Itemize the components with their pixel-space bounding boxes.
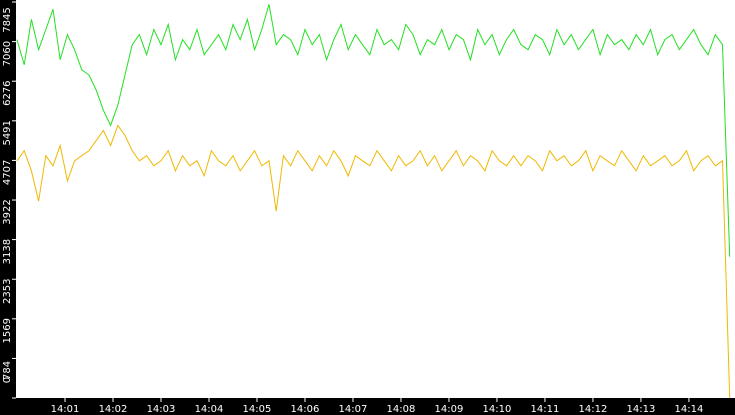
x-tick-label: 14:10 <box>483 404 512 415</box>
y-tick-label: 6276 <box>2 80 13 105</box>
x-axis-band <box>0 398 735 415</box>
y-tick-label: 1569 <box>2 318 13 343</box>
x-tick-label: 14:01 <box>51 404 80 415</box>
x-tick-label: 14:05 <box>243 404 272 415</box>
x-tick-label: 14:12 <box>579 404 608 415</box>
x-tick-label: 14:13 <box>627 404 656 415</box>
y-tick-label: 5491 <box>2 120 13 145</box>
series-line <box>16 4 731 257</box>
y-tick-label: 0 <box>2 377 13 383</box>
y-tick-label: 2353 <box>2 278 13 303</box>
x-tick-label: 14:02 <box>99 404 128 415</box>
y-axis-band <box>0 0 16 415</box>
x-tick-label: 14:14 <box>675 404 704 415</box>
y-tick-label: 3138 <box>2 239 13 264</box>
y-tick-label: 3922 <box>2 199 13 224</box>
x-tick-label: 14:06 <box>291 404 320 415</box>
x-tick-label: 14:09 <box>435 404 464 415</box>
x-tick-label: 14:04 <box>195 404 224 415</box>
x-tick-label: 14:03 <box>147 404 176 415</box>
x-tick-label: 14:07 <box>339 404 368 415</box>
y-tick-label: 784 <box>2 361 13 380</box>
series-line <box>16 124 731 399</box>
x-tick-label: 14:11 <box>531 404 560 415</box>
x-tick-label: 14:08 <box>387 404 416 415</box>
y-tick-label: 7845 <box>2 7 13 32</box>
y-tick-label: 7060 <box>2 41 13 66</box>
y-tick-label: 4707 <box>2 160 13 185</box>
